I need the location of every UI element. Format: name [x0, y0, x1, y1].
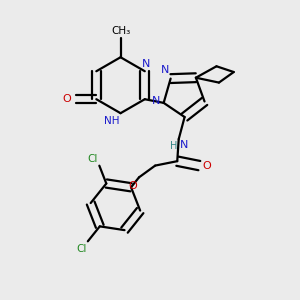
Text: N: N — [152, 96, 160, 106]
Text: CH₃: CH₃ — [111, 26, 130, 36]
Text: N: N — [180, 140, 188, 150]
Text: O: O — [129, 181, 137, 191]
Text: O: O — [63, 94, 71, 104]
Text: O: O — [203, 160, 212, 171]
Text: H: H — [170, 141, 177, 151]
Text: NH: NH — [103, 116, 119, 125]
Text: N: N — [142, 59, 150, 69]
Text: N: N — [161, 65, 169, 75]
Text: Cl: Cl — [88, 154, 98, 164]
Text: Cl: Cl — [76, 244, 86, 254]
